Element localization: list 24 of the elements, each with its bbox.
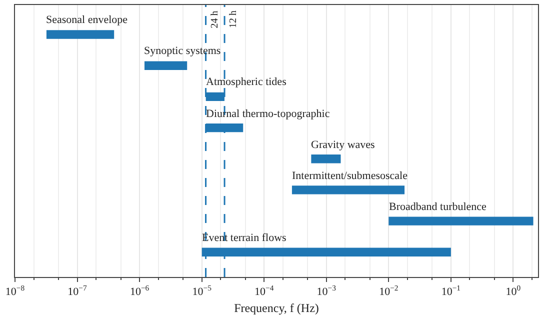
y-tick-label: Diurnal thermo-topographic — [206, 108, 330, 120]
bar — [292, 186, 405, 194]
y-tick-label: Gravity waves — [311, 139, 375, 151]
y-tick-label: Broadband turbulence — [389, 201, 487, 213]
x-tick-label: 10$^{−7}$ — [68, 284, 88, 298]
ref-line-label: 12 h — [228, 10, 240, 28]
bar — [144, 61, 188, 70]
x-tick-label: 10$^{0}$ — [506, 284, 521, 298]
x-tick-label: 10$^{−8}$ — [5, 284, 25, 298]
x-tick-label: 10$^{−4}$ — [254, 284, 274, 298]
x-tick-label: 10$^{−6}$ — [130, 284, 150, 298]
x-tick-label: 10$^{−3}$ — [316, 284, 336, 298]
x-axis-title: Frequency, f (Hz) — [234, 301, 319, 316]
y-tick-label: Synoptic systems — [144, 45, 221, 57]
bar — [46, 30, 114, 39]
y-tick-label: Atmospheric tides — [206, 76, 286, 88]
ref-line-label: 24 h — [209, 10, 220, 28]
bar — [388, 216, 534, 226]
x-tick-label: 10$^{−1}$ — [441, 284, 461, 298]
x-tick-label: 10$^{−5}$ — [192, 284, 212, 298]
bar — [311, 154, 341, 164]
x-tick-label: 10$^{−2}$ — [379, 284, 398, 298]
y-tick-label: Seasonal envelope — [46, 14, 128, 26]
y-tick-label: Intermittent/submesoscale — [292, 170, 408, 182]
